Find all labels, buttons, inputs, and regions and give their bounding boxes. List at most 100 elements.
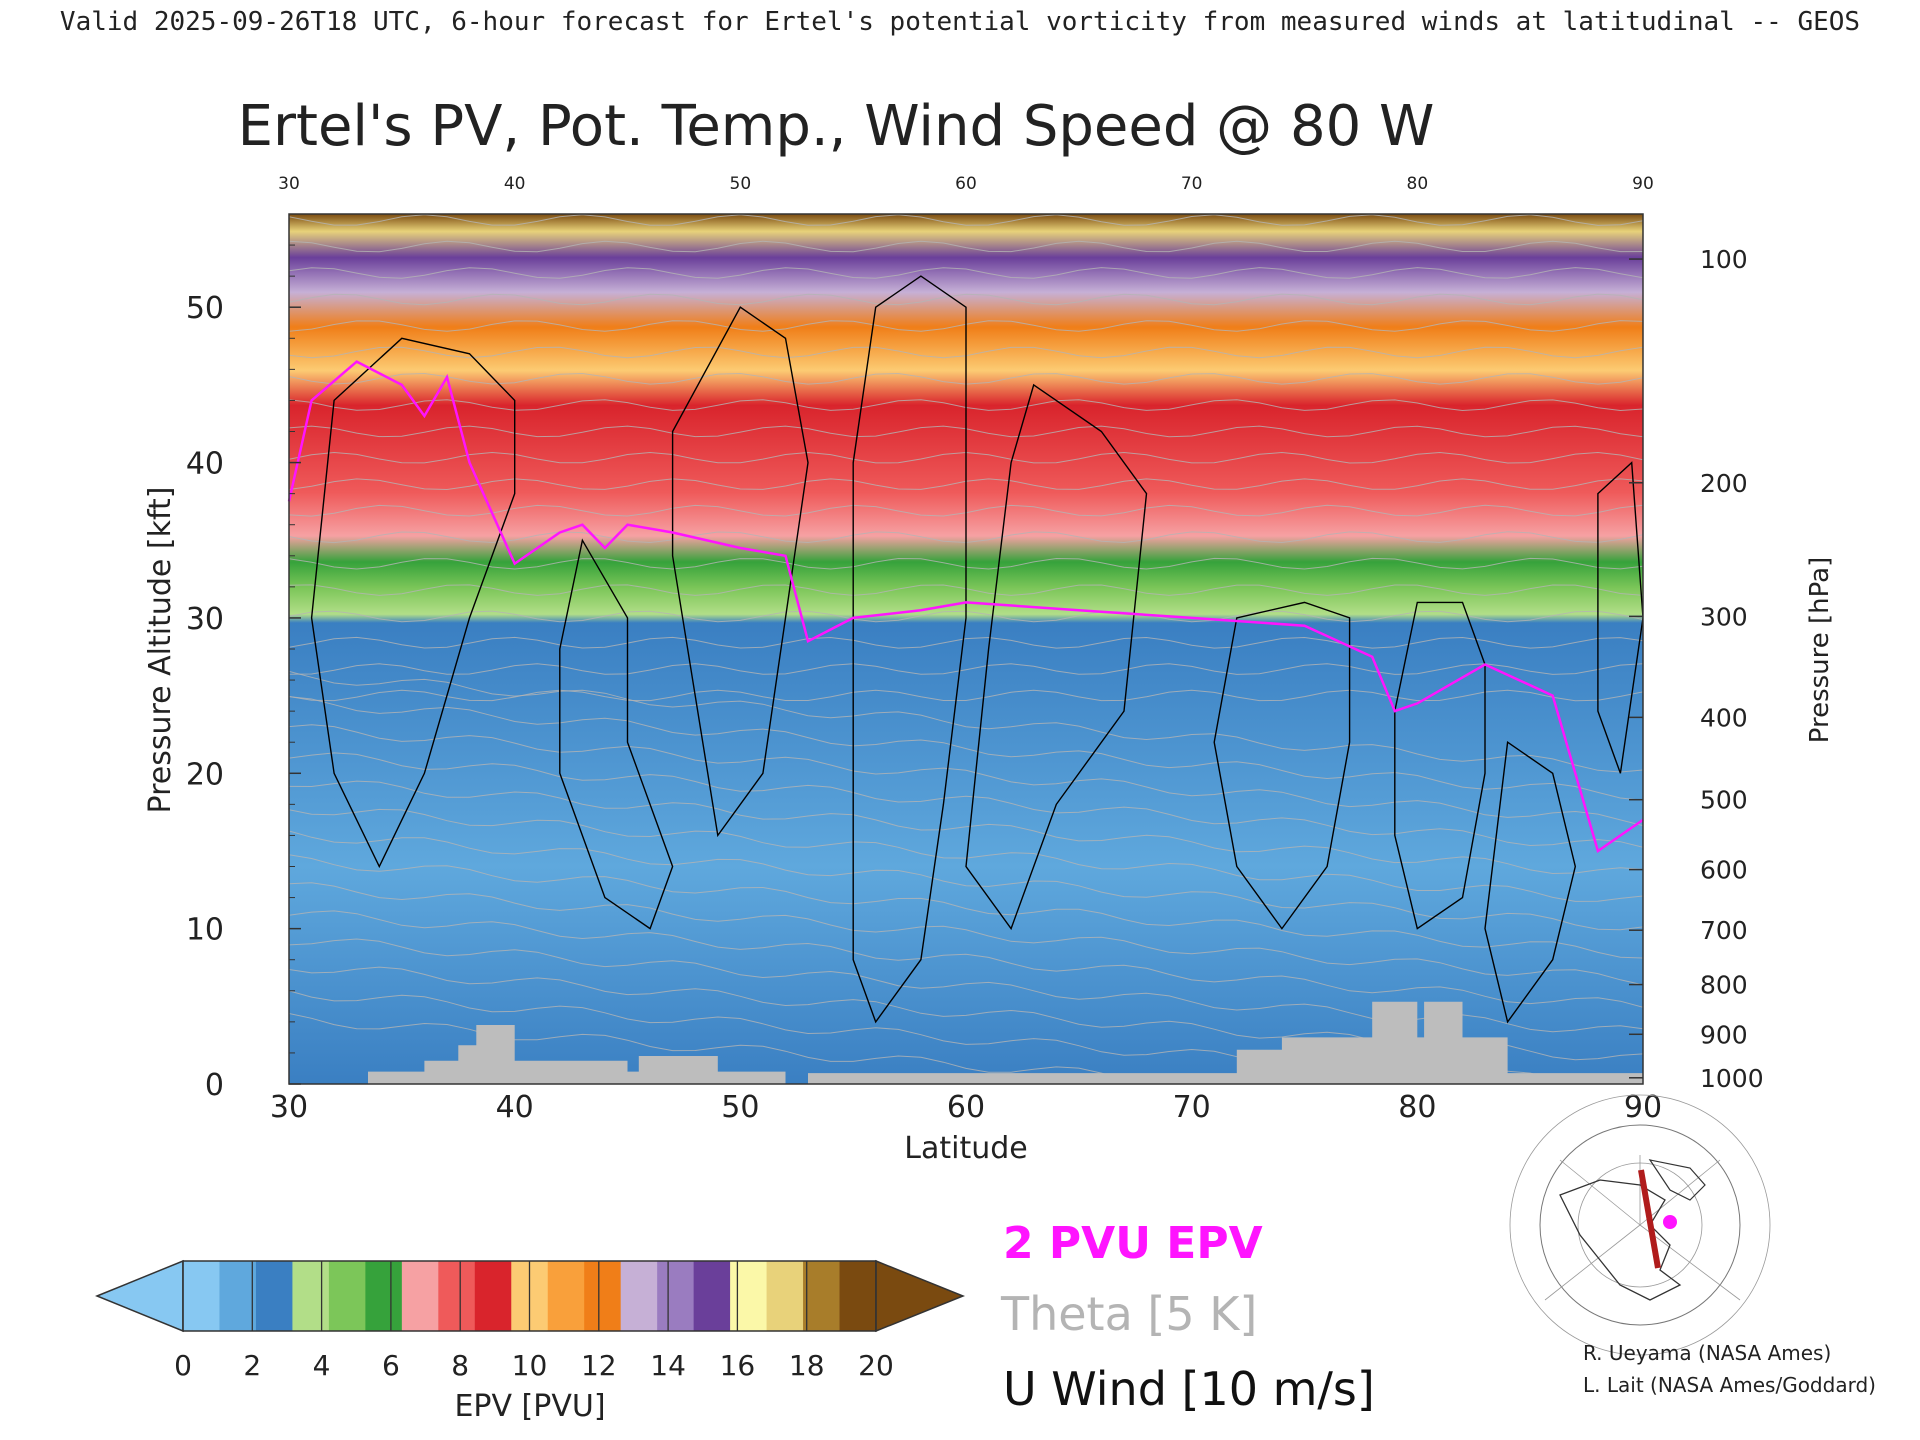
x-top-tick-label: 50 — [730, 174, 752, 194]
x-tick-label: 30 — [270, 1090, 308, 1125]
colorbar-segment — [620, 1261, 658, 1331]
colorbar-segment — [219, 1261, 257, 1331]
pressure-tick-label: 300 — [1700, 602, 1748, 631]
x-top-tick-label: 40 — [504, 174, 526, 194]
tropopause-2pvu-line — [287, 360, 1644, 854]
u-wind-contours — [310, 275, 1643, 1024]
x-tick-label: 50 — [721, 1090, 759, 1125]
colorbar-segment — [584, 1261, 622, 1331]
colorbar-segment — [730, 1261, 768, 1331]
pressure-tick-label: 500 — [1700, 786, 1748, 815]
colorbar-segment — [839, 1261, 877, 1331]
colorbar-ticks: 0 2 4 6 8 10 12 14 16 18 20 — [174, 1261, 894, 1382]
u-wind-contour — [559, 538, 674, 930]
theta-contour — [289, 663, 1643, 675]
x-tick-label: 60 — [947, 1090, 985, 1125]
colorbar-over-arrow — [875, 1259, 966, 1333]
colorbar-segments — [182, 1260, 877, 1332]
u-wind-contour — [852, 275, 967, 1024]
colorbar-tick-label: 0 — [174, 1349, 192, 1382]
colorbar-tick-label: 10 — [512, 1349, 548, 1382]
pressure-tick-label: 800 — [1700, 971, 1748, 1000]
colorbar-segment — [255, 1261, 294, 1331]
x-axis-title: Latitude — [904, 1131, 1027, 1166]
theta-contour — [289, 854, 1643, 959]
u-wind-contour — [1597, 461, 1643, 774]
plot-area — [287, 213, 1644, 1085]
colorbar-tick-label: 12 — [581, 1349, 617, 1382]
theta-contour — [289, 882, 1643, 986]
y-tick-label: 50 — [186, 291, 224, 326]
theta-contour — [289, 780, 1643, 875]
x-top-tick-label: 70 — [1181, 174, 1203, 194]
theta-contour — [289, 808, 1643, 902]
theta-contour — [289, 214, 1643, 226]
pressure-tick-label: 900 — [1700, 1020, 1748, 1049]
cross-section-track — [1638, 1169, 1661, 1269]
x-tick-label: 70 — [1173, 1090, 1211, 1125]
colorbar-tick-label: 4 — [313, 1349, 331, 1382]
colorbar-tick-label: 18 — [789, 1349, 825, 1382]
u-wind-contour — [310, 337, 516, 869]
y-tick-label: 10 — [186, 913, 224, 948]
theta-contour — [289, 670, 1643, 773]
colorbar-segment — [328, 1261, 366, 1331]
legend-u-wind: U Wind [10 m/s] — [1003, 1362, 1375, 1416]
theta-contour — [289, 293, 1643, 306]
theta-contour — [289, 830, 1643, 931]
theta-contours — [289, 214, 1643, 1084]
theta-contour — [289, 724, 1643, 827]
x-top-tick-label: 80 — [1407, 174, 1429, 194]
colorbar-segment — [438, 1261, 476, 1331]
colorbar-segment — [183, 1261, 221, 1331]
pressure-tick-label: 400 — [1700, 703, 1748, 732]
colorbar-segment — [292, 1261, 330, 1331]
y-tick-label: 20 — [186, 757, 224, 792]
colorbar-tick-label: 14 — [650, 1349, 686, 1382]
pressure-tick-label: 1000 — [1700, 1064, 1764, 1093]
colorbar-segment — [766, 1261, 804, 1331]
u-wind-contour — [1213, 601, 1351, 930]
u-wind-contour — [1394, 601, 1486, 930]
theta-contour — [289, 240, 1643, 253]
colorbar-segment — [657, 1261, 695, 1331]
credit-line-2: L. Lait (NASA Ames/Goddard) — [1583, 1373, 1876, 1397]
legend-theta: Theta [5 K] — [1000, 1287, 1257, 1341]
theta-contour — [289, 267, 1643, 279]
pressure-tick-label: 100 — [1700, 245, 1748, 274]
colorbar-label: EPV [PVU] — [454, 1389, 605, 1424]
theta-contour — [289, 752, 1643, 848]
inset-map — [1509, 1094, 1771, 1356]
colorbar-segment — [474, 1261, 512, 1331]
colorbar-tick-label: 16 — [720, 1349, 756, 1382]
theta-contour — [289, 689, 1643, 702]
contour-legend: 2 PVU EPV Theta [5 K] U Wind [10 m/s] — [1000, 1218, 1375, 1416]
u-wind-contour — [671, 306, 809, 838]
colorbar-tick-label: 2 — [243, 1349, 261, 1382]
y-tick-label: 40 — [186, 447, 224, 482]
y-axis-right: 100 200 300 400 500 600 700 800 900 1000 — [1700, 245, 1764, 1093]
colorbar: 0 2 4 6 8 10 12 14 16 18 20 EPV [PVU] — [95, 1259, 966, 1424]
theta-contour — [289, 910, 1643, 1008]
x-axis-bottom: 30 40 50 60 70 80 90 — [270, 1090, 1662, 1125]
colorbar-segment — [547, 1261, 585, 1331]
colorbar-segment — [693, 1261, 731, 1331]
colorbar-segment — [401, 1261, 439, 1331]
pressure-tick-marks — [1629, 258, 1643, 1079]
colorbar-segment — [803, 1261, 841, 1331]
colorbar-tick-label: 8 — [451, 1349, 469, 1382]
y-axis-title: Pressure Altitude [kft] — [143, 487, 178, 814]
credit-line-1: R. Ueyama (NASA Ames) — [1583, 1341, 1831, 1365]
x-top-tick-label: 30 — [278, 174, 300, 194]
u-wind-contour — [965, 383, 1148, 931]
u-wind-contour — [1484, 740, 1577, 1024]
pressure-tick-label: 600 — [1700, 856, 1748, 885]
x-top-tick-label: 90 — [1632, 174, 1654, 194]
x-tick-label: 40 — [496, 1090, 534, 1125]
x-axis-top: 30 40 50 60 70 80 90 — [278, 174, 1654, 194]
map-marker — [1663, 1215, 1677, 1229]
y-axis-left: 0 10 20 30 40 50 — [186, 244, 301, 1103]
pressure-tick-label: 700 — [1700, 916, 1748, 945]
y-tick-label: 30 — [186, 602, 224, 637]
